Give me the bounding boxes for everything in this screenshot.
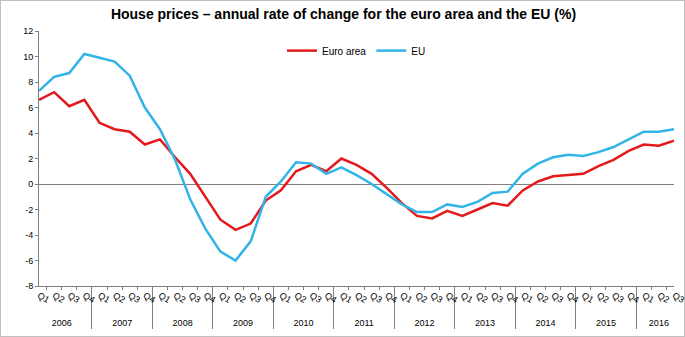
svg-text:8: 8: [28, 77, 33, 87]
svg-text:Q2: Q2: [111, 290, 126, 305]
svg-text:2: 2: [28, 154, 33, 164]
svg-text:Q3: Q3: [247, 290, 262, 305]
svg-text:Q3: Q3: [489, 290, 504, 305]
svg-text:Q4: Q4: [202, 290, 217, 305]
svg-text:Q3: Q3: [126, 290, 141, 305]
svg-text:Q1: Q1: [641, 290, 656, 305]
svg-text:Q4: Q4: [263, 290, 278, 305]
svg-text:Q2: Q2: [595, 290, 610, 305]
svg-text:-2: -2: [25, 205, 33, 215]
svg-text:4: 4: [28, 128, 33, 138]
svg-text:Q2: Q2: [474, 290, 489, 305]
svg-text:Q3: Q3: [368, 290, 383, 305]
svg-text:Q1: Q1: [338, 290, 353, 305]
svg-text:Q4: Q4: [625, 290, 640, 305]
svg-text:2010: 2010: [294, 318, 314, 328]
svg-text:2011: 2011: [354, 318, 373, 328]
svg-text:House prices – annual rate of: House prices – annual rate of change for…: [111, 6, 576, 22]
svg-text:2007: 2007: [112, 318, 132, 328]
svg-text:Q2: Q2: [293, 290, 308, 305]
svg-text:2014: 2014: [535, 318, 555, 328]
svg-text:2009: 2009: [233, 318, 253, 328]
svg-text:Q1: Q1: [36, 290, 51, 305]
svg-text:0: 0: [28, 179, 33, 189]
svg-text:Q3: Q3: [187, 290, 202, 305]
svg-text:2013: 2013: [475, 318, 495, 328]
svg-text:2016: 2016: [649, 318, 669, 328]
svg-text:Q3: Q3: [550, 290, 565, 305]
svg-text:2015: 2015: [596, 318, 616, 328]
svg-text:Q1: Q1: [399, 290, 414, 305]
svg-text:-4: -4: [25, 230, 33, 240]
svg-text:Q3: Q3: [66, 290, 81, 305]
svg-text:-6: -6: [25, 256, 33, 266]
svg-text:2008: 2008: [173, 318, 193, 328]
svg-text:Q2: Q2: [51, 290, 66, 305]
svg-text:Q2: Q2: [535, 290, 550, 305]
svg-text:2012: 2012: [415, 318, 435, 328]
svg-text:Q3: Q3: [671, 290, 685, 305]
svg-text:Q1: Q1: [278, 290, 293, 305]
svg-text:Q4: Q4: [504, 290, 519, 305]
svg-text:Q4: Q4: [383, 290, 398, 305]
svg-text:Q1: Q1: [580, 290, 595, 305]
svg-text:Q2: Q2: [414, 290, 429, 305]
svg-text:6: 6: [28, 103, 33, 113]
svg-text:Q2: Q2: [232, 290, 247, 305]
svg-text:Q1: Q1: [459, 290, 474, 305]
svg-text:Q4: Q4: [323, 290, 338, 305]
svg-text:EU: EU: [411, 46, 425, 57]
svg-text:Q1: Q1: [520, 290, 535, 305]
svg-text:Q3: Q3: [610, 290, 625, 305]
svg-text:Q4: Q4: [81, 290, 96, 305]
svg-text:Euro area: Euro area: [322, 46, 366, 57]
svg-text:Q1: Q1: [96, 290, 111, 305]
svg-text:Q2: Q2: [353, 290, 368, 305]
svg-text:Q4: Q4: [444, 290, 459, 305]
svg-text:2006: 2006: [52, 318, 72, 328]
svg-text:Q3: Q3: [308, 290, 323, 305]
svg-text:Q2: Q2: [172, 290, 187, 305]
svg-text:Q3: Q3: [429, 290, 444, 305]
svg-text:-8: -8: [25, 281, 33, 291]
svg-text:Q2: Q2: [656, 290, 671, 305]
svg-text:Q1: Q1: [157, 290, 172, 305]
svg-text:Q1: Q1: [217, 290, 232, 305]
svg-text:Q4: Q4: [565, 290, 580, 305]
svg-text:10: 10: [23, 52, 33, 62]
svg-text:12: 12: [23, 26, 33, 36]
svg-text:Q4: Q4: [142, 290, 157, 305]
